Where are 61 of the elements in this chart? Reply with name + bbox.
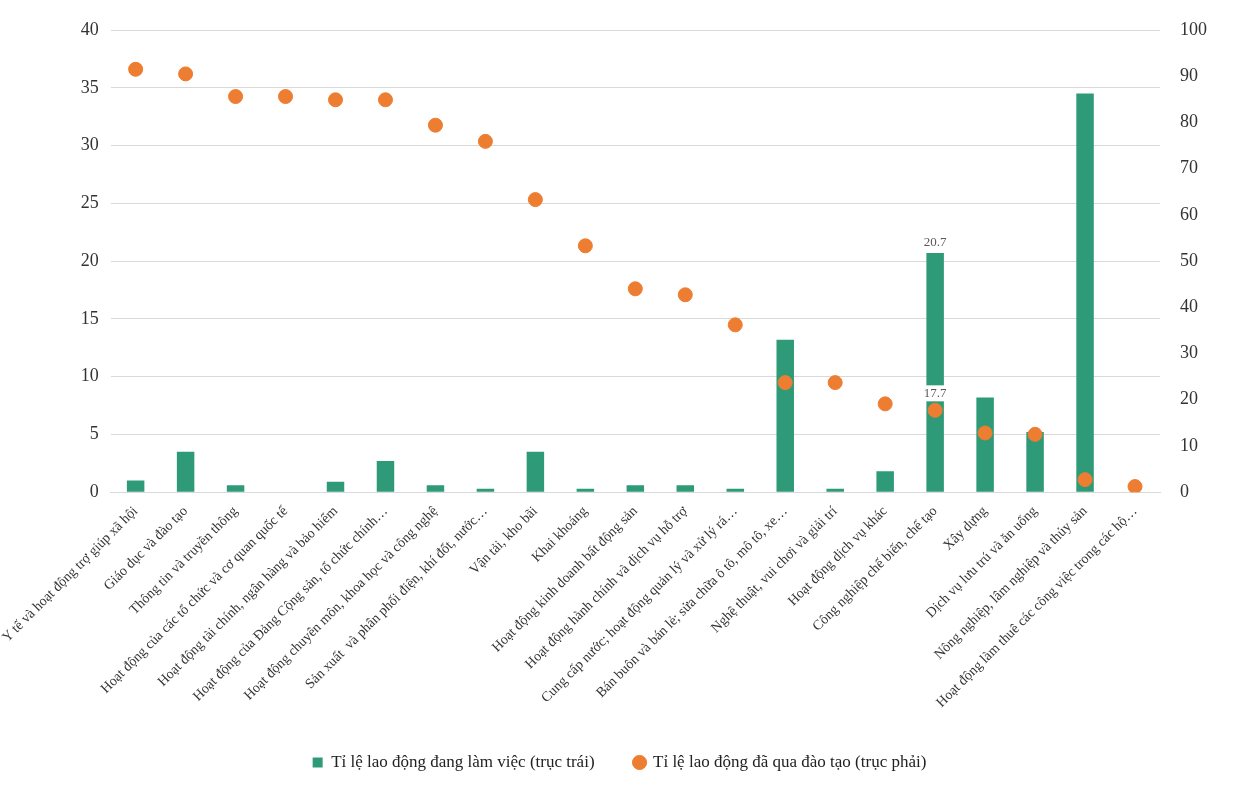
point [927, 402, 943, 418]
point [178, 66, 194, 82]
point [328, 92, 344, 108]
y2-tick-label: 50 [1180, 249, 1198, 270]
point [128, 61, 144, 77]
data-label: 20.7 [923, 233, 948, 249]
point [727, 317, 743, 333]
bar [376, 460, 395, 492]
point [427, 117, 443, 133]
y-tick-label: 15 [80, 307, 99, 328]
point [877, 396, 893, 412]
y-tick-label: 5 [89, 423, 99, 444]
y2-tick-label: 20 [1180, 388, 1198, 409]
data-label: 17.7 [923, 385, 948, 401]
legend-label: Tỉ lệ lao động đã qua đào tạo (trục phải) [653, 751, 927, 771]
bar [726, 488, 745, 492]
y-tick-label: 30 [80, 134, 99, 155]
point [777, 375, 793, 391]
bar [526, 451, 545, 492]
bar [476, 488, 495, 492]
bar [1076, 93, 1094, 492]
bar [326, 481, 345, 492]
y2-tick-label: 80 [1180, 111, 1198, 132]
bar [226, 485, 245, 492]
point [1077, 472, 1093, 488]
bar [676, 485, 695, 492]
bar [126, 480, 145, 492]
point [278, 89, 294, 105]
point [1127, 479, 1143, 493]
point [577, 238, 593, 254]
point [677, 287, 693, 303]
y-tick-label: 0 [89, 480, 99, 501]
point [228, 89, 244, 105]
y-tick-label: 35 [80, 76, 99, 97]
y2-tick-label: 70 [1180, 157, 1198, 178]
point [477, 133, 493, 149]
y2-tick-label: 60 [1180, 203, 1198, 224]
y-tick-label: 20 [80, 249, 99, 270]
y2-tick-label: 10 [1180, 434, 1198, 455]
legend-label: Tỉ lệ lao động đang làm việc (trục trái) [331, 751, 595, 771]
point [527, 192, 543, 208]
bar [176, 451, 195, 492]
y-tick-label: 25 [80, 192, 99, 213]
bar [426, 485, 445, 492]
y2-tick-label: 30 [1180, 342, 1198, 363]
y-tick-label: 10 [80, 365, 99, 386]
bar [626, 485, 645, 492]
point [977, 425, 993, 441]
bar [576, 488, 595, 492]
point [827, 375, 843, 391]
y-tick-label: 40 [80, 18, 99, 39]
point [627, 281, 643, 297]
y2-tick-label: 100 [1180, 18, 1207, 39]
point [377, 92, 393, 108]
bar [776, 339, 794, 492]
bar [876, 471, 894, 492]
y2-tick-label: 40 [1180, 296, 1198, 317]
point [1027, 426, 1043, 442]
y2-tick-label: 90 [1180, 64, 1198, 85]
y2-tick-label: 0 [1180, 480, 1189, 501]
bar [826, 488, 844, 492]
